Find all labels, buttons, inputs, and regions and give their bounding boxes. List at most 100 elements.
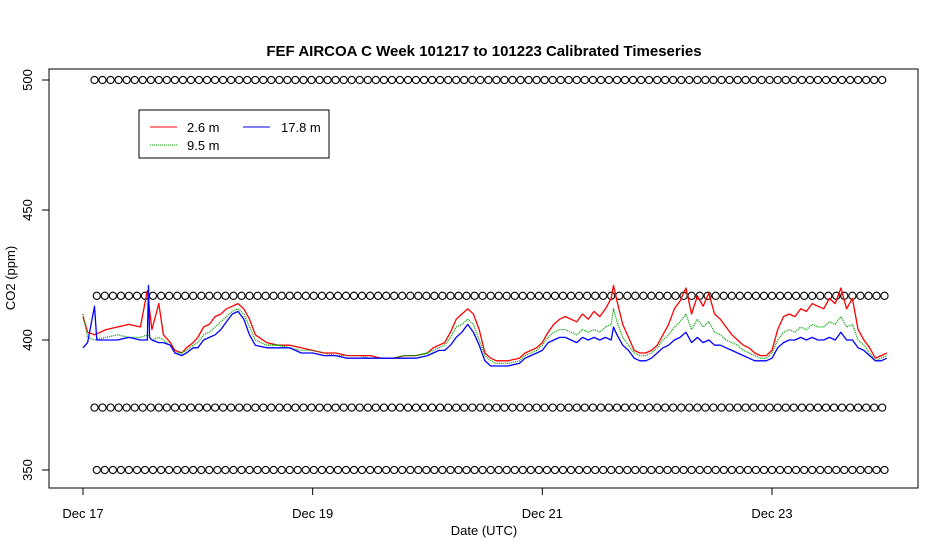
reference-marker <box>685 403 694 412</box>
reference-marker <box>218 403 228 412</box>
reference-marker <box>259 75 268 85</box>
reference-marker <box>419 75 429 85</box>
reference-marker <box>816 291 825 300</box>
reference-marker <box>701 403 710 412</box>
reference-marker <box>181 291 190 300</box>
reference-marker <box>446 291 455 300</box>
reference-marker <box>631 465 640 475</box>
reference-marker <box>510 465 519 475</box>
series-line-17-8-m <box>82 284 888 367</box>
reference-marker <box>235 75 244 85</box>
reference-marker <box>604 403 614 412</box>
reference-marker <box>540 403 549 412</box>
reference-marker <box>596 403 606 412</box>
reference-marker <box>623 291 632 300</box>
reference-marker <box>759 291 769 300</box>
reference-marker <box>775 465 785 475</box>
reference-marker <box>749 403 758 412</box>
reference-marker <box>156 291 166 300</box>
reference-marker <box>534 291 544 300</box>
reference-marker <box>582 465 592 475</box>
reference-marker <box>226 403 236 412</box>
reference-marker <box>235 403 244 412</box>
reference-marker <box>478 291 487 300</box>
reference-marker <box>261 291 270 300</box>
reference-marker <box>767 291 777 300</box>
reference-marker <box>773 403 782 412</box>
reference-marker <box>853 403 863 412</box>
reference-marker <box>550 465 560 475</box>
reference-marker <box>532 75 541 85</box>
reference-marker <box>293 465 302 475</box>
reference-marker <box>114 75 123 85</box>
reference-marker <box>178 75 188 85</box>
reference-marker <box>711 291 720 300</box>
reference-marker <box>775 291 785 300</box>
reference-marker <box>221 465 230 475</box>
legend-label-9-5m: 9.5 m <box>187 138 220 153</box>
reference-marker <box>550 291 560 300</box>
reference-marker <box>452 75 461 85</box>
reference-marker <box>210 75 220 85</box>
legend: 2.6 m 9.5 m 17.8 m <box>138 109 330 159</box>
reference-marker <box>837 75 847 85</box>
reference-marker <box>398 465 407 475</box>
reference-marker <box>476 75 485 85</box>
reference-marker <box>701 75 710 85</box>
reference-marker <box>872 291 881 300</box>
reference-marker <box>824 465 833 475</box>
reference-marker <box>591 291 600 300</box>
reference-marker <box>864 291 873 300</box>
reference-marker <box>502 291 511 300</box>
reference-marker <box>572 403 581 412</box>
reference-marker <box>333 291 343 300</box>
reference-marker <box>693 403 702 412</box>
reference-marker <box>596 75 606 85</box>
reference-marker <box>170 403 180 412</box>
reference-marker <box>213 465 222 475</box>
reference-marker <box>373 465 383 475</box>
reference-marker <box>604 75 614 85</box>
reference-marker <box>848 465 857 475</box>
reference-marker <box>251 75 260 85</box>
reference-marker <box>733 75 742 85</box>
reference-marker <box>719 465 728 475</box>
reference-marker <box>435 75 445 85</box>
reference-marker <box>620 75 630 85</box>
reference-marker <box>90 75 99 85</box>
reference-marker <box>599 291 608 300</box>
reference-marker <box>663 465 672 475</box>
reference-marker <box>757 403 766 412</box>
reference-marker <box>269 291 278 300</box>
reference-marker <box>743 291 753 300</box>
reference-marker <box>703 291 712 300</box>
reference-marker <box>162 75 171 85</box>
reference-marker <box>628 75 638 85</box>
reference-marker <box>470 291 479 300</box>
reference-marker <box>414 465 423 475</box>
reference-marker <box>261 465 270 475</box>
reference-marker <box>870 75 879 85</box>
reference-marker <box>164 291 174 300</box>
reference-marker <box>132 465 142 475</box>
reference-marker <box>414 291 423 300</box>
reference-marker <box>462 465 471 475</box>
reference-marker <box>548 75 557 85</box>
chart-title: FEF AIRCOA C Week 101217 to 101223 Calib… <box>266 43 701 60</box>
reference-marker <box>832 465 841 475</box>
reference-marker <box>765 75 774 85</box>
reference-marker <box>116 465 126 475</box>
reference-marker <box>717 403 726 412</box>
reference-marker <box>205 465 214 475</box>
reference-marker <box>98 403 107 412</box>
reference-marker <box>862 403 871 412</box>
reference-marker <box>829 403 839 412</box>
reference-marker <box>677 403 686 412</box>
reference-marker <box>406 465 415 475</box>
x-axis: Dec 17 Dec 19 Dec 21 Dec 23 <box>62 488 793 521</box>
reference-marker <box>299 75 308 85</box>
reference-marker <box>267 403 276 412</box>
reference-marker <box>98 75 107 85</box>
reference-marker <box>301 465 310 475</box>
